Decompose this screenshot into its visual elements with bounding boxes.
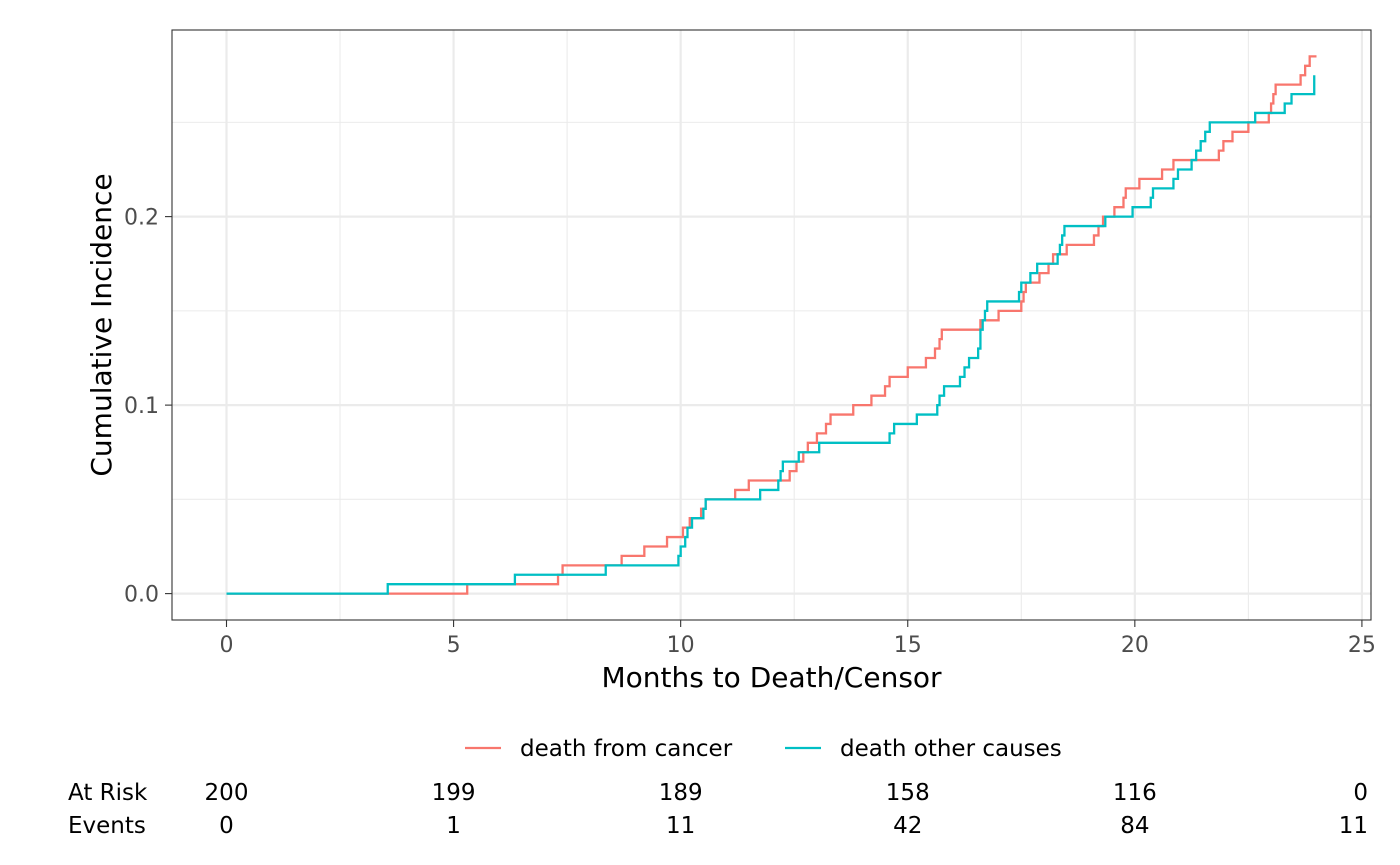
risk-value: 189 <box>659 780 703 806</box>
series-line-other-causes <box>226 75 1316 595</box>
legend: death from cancer death other causes <box>465 736 1062 762</box>
x-axis-ticks: 0 5 10 15 20 25 <box>220 620 1376 658</box>
risk-row-label: At Risk <box>68 780 148 806</box>
legend-label: death other causes <box>840 736 1062 762</box>
risk-value: 11 <box>1339 813 1368 839</box>
x-tick-label: 0 <box>220 633 234 658</box>
legend-label: death from cancer <box>520 736 733 762</box>
series-lines <box>226 55 1317 595</box>
risk-value: 116 <box>1113 780 1157 806</box>
y-axis-ticks: 0.0 0.1 0.2 <box>124 206 172 608</box>
x-tick-label: 20 <box>1121 633 1149 658</box>
y-tick-label: 0.0 <box>124 583 159 608</box>
risk-value: 84 <box>1120 813 1149 839</box>
y-tick-label: 0.2 <box>124 206 159 231</box>
x-axis-title: Months to Death/Censor <box>601 661 942 694</box>
risk-row-label: Events <box>68 813 146 839</box>
x-tick-label: 25 <box>1348 633 1376 658</box>
y-axis-title: Cumulative Incidence <box>85 173 118 476</box>
y-tick-label: 0.1 <box>124 394 159 419</box>
risk-value: 200 <box>205 780 249 806</box>
risk-value: 0 <box>1353 780 1368 806</box>
panel-border <box>171 29 1372 621</box>
risk-value: 1 <box>446 813 461 839</box>
x-tick-label: 5 <box>447 633 461 658</box>
risk-value: 158 <box>886 780 930 806</box>
major-gridlines <box>172 30 1371 620</box>
risk-value: 0 <box>219 813 234 839</box>
minor-gridlines <box>172 30 1371 620</box>
x-tick-label: 10 <box>667 633 695 658</box>
risk-value: 11 <box>666 813 695 839</box>
risk-value: 42 <box>893 813 922 839</box>
risk-value: 199 <box>432 780 476 806</box>
x-tick-label: 15 <box>894 633 922 658</box>
